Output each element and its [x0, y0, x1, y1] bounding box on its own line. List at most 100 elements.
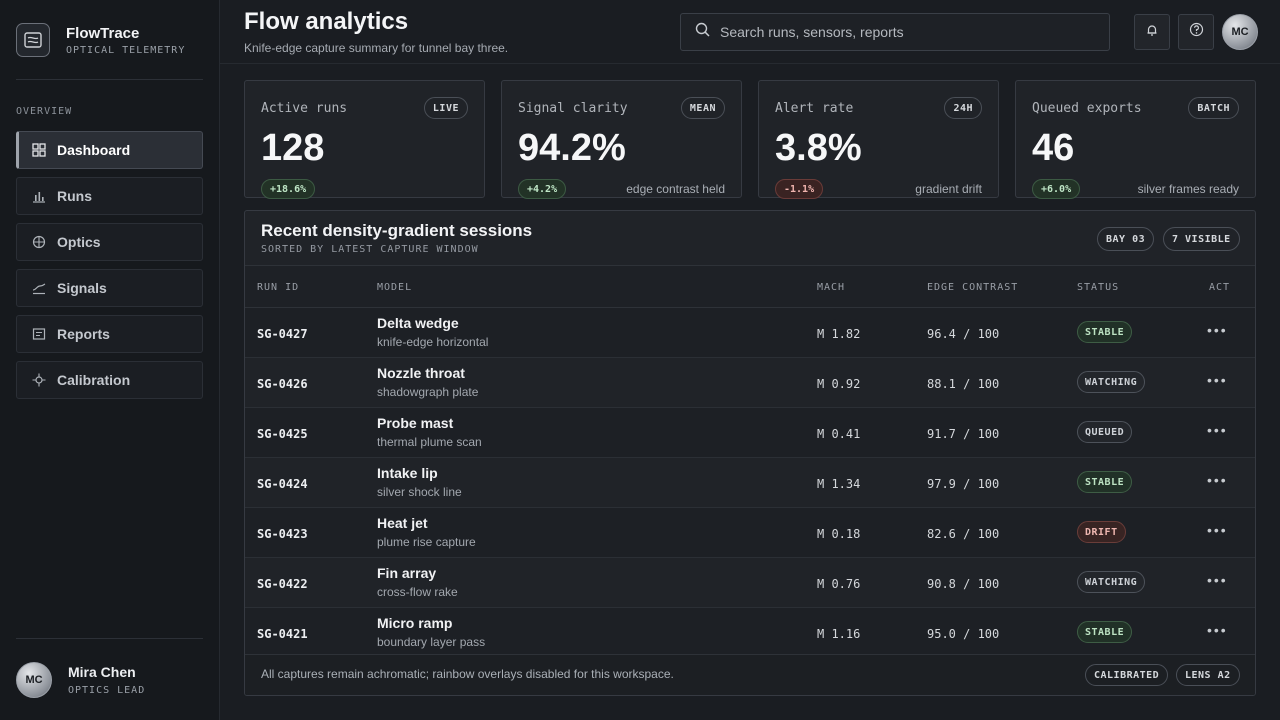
footer-note: All captures remain achromatic; rainbow … [261, 667, 674, 681]
sessions-panel: Recent density-gradient sessions SORTED … [244, 210, 1256, 696]
run-id: SG-0425 [257, 427, 308, 441]
table-row[interactable]: SG-0427 Delta wedge knife-edge horizontal… [245, 308, 1255, 358]
grid-icon [31, 142, 47, 158]
kpi-delta: +6.0% [1032, 179, 1081, 199]
column-header-status[interactable]: STATUS [1077, 282, 1120, 293]
lens-chip[interactable]: LENS A2 [1176, 664, 1240, 686]
status-badge: STABLE [1077, 321, 1133, 343]
sidebar-item-dashboard[interactable]: Dashboard [16, 131, 203, 169]
model-detail: cross-flow rake [377, 585, 458, 599]
notifications-button[interactable] [1134, 14, 1170, 50]
brand-subtitle: OPTICAL TELEMETRY [66, 44, 186, 56]
more-actions-icon[interactable]: ••• [1207, 372, 1228, 388]
table-row[interactable]: SG-0423 Heat jet plume rise capture M 0.1… [245, 508, 1255, 558]
status-badge: QUEUED [1077, 421, 1133, 443]
target-icon [31, 372, 47, 388]
brand-name: FlowTrace [66, 24, 140, 42]
sidebar-item-label: Runs [57, 188, 92, 204]
edge-contrast-value: 91.7 / 100 [927, 427, 1000, 441]
table-row[interactable]: SG-0422 Fin array cross-flow rake M 0.76 … [245, 558, 1255, 608]
edge-contrast-value: 96.4 / 100 [927, 327, 1000, 341]
sidebar-item-optics[interactable]: Optics [16, 223, 203, 261]
sidebar-item-label: Reports [57, 326, 110, 342]
panel-title: Recent density-gradient sessions [261, 221, 533, 240]
model-detail: boundary layer pass [377, 635, 486, 649]
kpi-value: 94.2% [518, 127, 626, 169]
sidebar-item-calibration[interactable]: Calibration [16, 361, 203, 399]
mach-value: M 0.76 [817, 577, 861, 591]
mach-value: M 0.18 [817, 527, 861, 541]
column-header-edge-contrast[interactable]: EDGE CONTRAST [927, 282, 1019, 293]
kpi-value: 46 [1032, 127, 1075, 169]
sidebar-item-label: Calibration [57, 372, 131, 388]
sidebar-item-label: Signals [57, 280, 107, 296]
mach-value: M 1.82 [817, 327, 861, 341]
visible-count-chip[interactable]: 7 VISIBLE [1163, 227, 1240, 251]
more-actions-icon[interactable]: ••• [1207, 622, 1228, 638]
kpi-note: edge contrast held [626, 182, 725, 196]
run-id: SG-0421 [257, 627, 308, 641]
search-input[interactable] [720, 24, 1100, 40]
signal-curve-icon [31, 280, 47, 296]
column-header-model[interactable]: MODEL [377, 282, 413, 293]
table-row[interactable]: SG-0424 Intake lip silver shock line M 1.… [245, 458, 1255, 508]
panel-subtitle: SORTED BY LATEST CAPTURE WINDOW [261, 244, 479, 255]
crosshair-circle-icon [31, 234, 47, 250]
more-actions-icon[interactable]: ••• [1207, 322, 1228, 338]
table-row[interactable]: SG-0426 Nozzle throat shadowgraph plate M… [245, 358, 1255, 408]
sidebar: FlowTrace OPTICAL TELEMETRY OVERVIEW Das… [0, 0, 220, 720]
brand[interactable]: FlowTrace OPTICAL TELEMETRY [16, 23, 185, 57]
more-actions-icon[interactable]: ••• [1207, 472, 1228, 488]
status-badge: WATCHING [1077, 571, 1146, 593]
sidebar-item-label: Dashboard [57, 142, 131, 158]
search-box[interactable] [680, 13, 1110, 51]
kpi-label: Alert rate [775, 101, 854, 116]
help-icon [1189, 22, 1204, 42]
model-name: Heat jet [377, 515, 428, 531]
report-icon [31, 326, 47, 342]
sidebar-item-reports[interactable]: Reports [16, 315, 203, 353]
kpi-value: 3.8% [775, 127, 862, 169]
kpi-value: 128 [261, 127, 325, 169]
kpi-card-alert-rate[interactable]: Alert rate 24H 3.8% -1.1% gradient drift [758, 80, 999, 199]
kpi-label: Queued exports [1032, 101, 1142, 116]
more-actions-icon[interactable]: ••• [1207, 522, 1228, 538]
kpi-card-queued-exports[interactable]: Queued exports BATCH 46 +6.0% silver fra… [1015, 80, 1256, 199]
edge-contrast-value: 97.9 / 100 [927, 477, 1000, 491]
kpi-note: silver frames ready [1137, 182, 1239, 196]
status-badge: WATCHING [1077, 371, 1146, 393]
edge-contrast-value: 88.1 / 100 [927, 377, 1000, 391]
status-badge: DRIFT [1077, 521, 1126, 543]
table-row[interactable]: SG-0421 Micro ramp boundary layer pass M … [245, 608, 1255, 658]
kpi-tag: LIVE [423, 97, 468, 119]
model-detail: plume rise capture [377, 535, 476, 549]
column-header-mach[interactable]: MACH [817, 282, 846, 293]
more-actions-icon[interactable]: ••• [1207, 572, 1228, 588]
calibrated-chip[interactable]: CALIBRATED [1085, 664, 1169, 686]
bay-chip[interactable]: BAY 03 [1097, 227, 1155, 251]
user-profile[interactable]: MC Mira Chen OPTICS LEAD [16, 662, 145, 698]
sidebar-item-signals[interactable]: Signals [16, 269, 203, 307]
header-avatar[interactable]: MC [1222, 14, 1258, 50]
user-role: OPTICS LEAD [68, 685, 146, 696]
kpi-card-signal-clarity[interactable]: Signal clarity MEAN 94.2% +4.2% edge con… [501, 80, 742, 199]
kpi-delta: -1.1% [775, 179, 824, 199]
status-badge: STABLE [1077, 471, 1133, 493]
run-id: SG-0424 [257, 477, 308, 491]
kpi-delta: +4.2% [518, 179, 567, 199]
model-name: Micro ramp [377, 615, 453, 631]
kpi-card-active-runs[interactable]: Active runs LIVE 128 +18.6% [244, 80, 485, 199]
help-button[interactable] [1178, 14, 1214, 50]
kpi-tag: MEAN [680, 97, 725, 119]
edge-contrast-value: 90.8 / 100 [927, 577, 1000, 591]
mach-value: M 1.16 [817, 627, 861, 641]
table-row[interactable]: SG-0425 Probe mast thermal plume scan M 0… [245, 408, 1255, 458]
column-header-run-id[interactable]: RUN ID [257, 282, 300, 293]
more-actions-icon[interactable]: ••• [1207, 422, 1228, 438]
sidebar-item-runs[interactable]: Runs [16, 177, 203, 215]
sidebar-nav: Dashboard Runs Optics Signals Reports [16, 131, 203, 407]
window-frame-icon [16, 23, 50, 57]
kpi-tag: 24H [944, 97, 982, 119]
mach-value: M 1.34 [817, 477, 861, 491]
run-id: SG-0423 [257, 527, 308, 541]
